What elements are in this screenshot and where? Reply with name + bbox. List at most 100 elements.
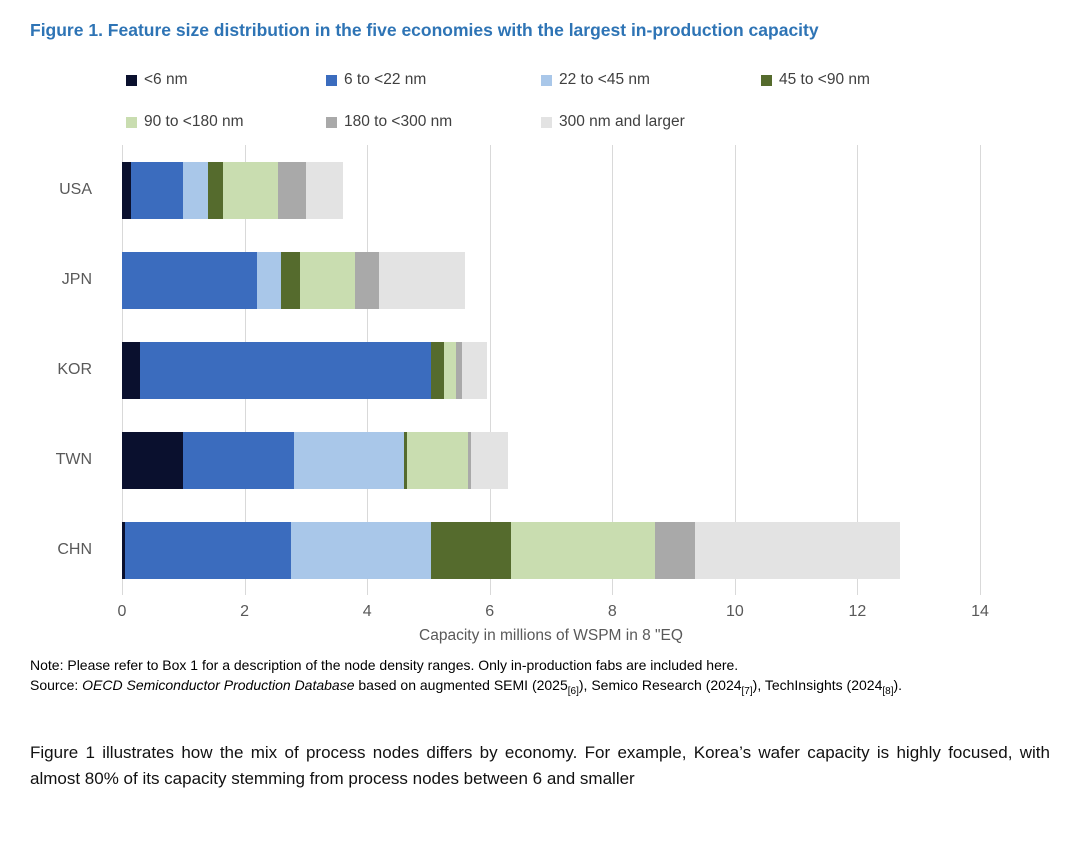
bar-segment xyxy=(468,431,472,489)
bar-row xyxy=(122,415,980,505)
bar-segment xyxy=(455,341,463,399)
bar-segment xyxy=(278,161,306,219)
body-paragraph: Figure 1 illustrates how the mix of proc… xyxy=(30,742,1050,788)
bar-track xyxy=(122,161,980,219)
figure-title: Figure 1. Feature size distribution in t… xyxy=(30,20,819,40)
legend-label: 300 nm and larger xyxy=(559,113,685,130)
bar-segment xyxy=(471,431,509,489)
bar-segment xyxy=(354,251,380,309)
bar-segment xyxy=(299,251,355,309)
bar-segment xyxy=(655,521,695,579)
y-axis-label: TWN xyxy=(55,451,92,468)
source-ref-8: [8] xyxy=(882,686,894,698)
gridline xyxy=(489,145,491,595)
legend-item: 22 to <45 nm xyxy=(541,71,761,89)
bar-row xyxy=(122,145,980,235)
legend-swatch-icon xyxy=(326,116,337,128)
legend-label: <6 nm xyxy=(144,71,188,88)
source-ref-6: [6] xyxy=(567,686,579,698)
bar-segment xyxy=(122,341,141,399)
source-ref-7: [7] xyxy=(741,686,753,698)
bar-row xyxy=(122,235,980,325)
bar-segment xyxy=(122,251,257,309)
legend-item: 6 to <22 nm xyxy=(326,71,541,89)
figure-notes: Note: Please refer to Box 1 for a descri… xyxy=(30,655,1050,700)
legend-item: 90 to <180 nm xyxy=(126,113,326,131)
bar-track xyxy=(122,431,980,489)
source-text: ), Semico Research (2024 xyxy=(578,677,742,694)
x-axis-tick-label: 8 xyxy=(607,603,617,620)
x-axis-tick-label: 2 xyxy=(240,603,250,620)
bar-segment xyxy=(281,251,300,309)
source-label: Source: xyxy=(30,677,83,694)
gridline xyxy=(857,145,859,595)
bar-segment xyxy=(379,251,466,309)
source-text: ). xyxy=(893,677,903,694)
legend-label: 22 to <45 nm xyxy=(559,71,650,88)
bar-track xyxy=(122,251,980,309)
bar-segment xyxy=(293,431,404,489)
legend-label: 45 to <90 nm xyxy=(779,71,870,88)
legend-swatch-icon xyxy=(126,74,137,86)
bar-segment xyxy=(256,251,282,309)
y-axis-label: CHN xyxy=(57,541,92,558)
bar-segment xyxy=(140,341,432,399)
y-axis-label: USA xyxy=(59,181,92,198)
source-text: ), TechInsights (2024 xyxy=(752,677,883,694)
source-database: OECD Semiconductor Production Database xyxy=(82,677,355,694)
chart-legend: <6 nm 6 to <22 nm 22 to <45 nm 45 to <90 nm… xyxy=(126,71,1050,131)
x-axis-tick-label: 6 xyxy=(485,603,495,620)
source-text: based on augmented SEMI (2025 xyxy=(354,677,568,694)
bar-segment xyxy=(223,161,279,219)
bar-segment xyxy=(122,161,132,219)
bar-track xyxy=(122,521,980,579)
bar-segment xyxy=(122,431,184,489)
bar-segment xyxy=(406,431,469,489)
x-axis-title: Capacity in millions of WSPM in 8 "EQ xyxy=(419,627,683,644)
legend-label: 90 to <180 nm xyxy=(144,113,244,130)
bar-row xyxy=(122,505,980,595)
bar-segment xyxy=(122,521,126,579)
bar-segment xyxy=(131,161,184,219)
bar-rows xyxy=(122,145,980,595)
legend-item: <6 nm xyxy=(126,71,326,89)
legend-item: 300 nm and larger xyxy=(541,113,761,131)
bar-segment xyxy=(443,341,456,399)
x-axis-tick-label: 12 xyxy=(848,603,867,620)
y-axis-label: JPN xyxy=(61,271,92,288)
legend-item: 45 to <90 nm xyxy=(761,71,981,89)
bar-segment xyxy=(511,521,656,579)
x-axis-tick-label: 14 xyxy=(971,603,989,620)
plot-area xyxy=(122,145,981,595)
x-axis-tick-label: 10 xyxy=(725,603,744,620)
legend-swatch-icon xyxy=(126,116,137,128)
document-page: Figure 1. Feature size distribution in t… xyxy=(30,20,1050,788)
x-axis-tick-label: 0 xyxy=(117,603,127,620)
x-axis-tick-label: 4 xyxy=(362,603,372,620)
bar-segment xyxy=(207,161,224,219)
bar-segment xyxy=(183,161,208,219)
legend-swatch-icon xyxy=(541,74,552,86)
gridline xyxy=(980,145,981,595)
bar-segment xyxy=(403,431,407,489)
legend-swatch-icon xyxy=(761,74,772,86)
y-axis-label: KOR xyxy=(57,361,92,378)
legend-item: 180 to <300 nm xyxy=(326,113,541,131)
plot-wrap: 0 2 4 6 8 10 12 14 Capacity in millions of WSPM… xyxy=(118,145,989,655)
legend-swatch-icon xyxy=(541,116,552,128)
y-axis-labels: USA JPN KOR TWN CHN xyxy=(30,145,122,655)
stacked-bar-chart: USA JPN KOR TWN CHN 0 2 4 6 8 10 12 14 Capacity in … xyxy=(30,145,1050,655)
bar-segment xyxy=(462,341,487,399)
bar-segment xyxy=(694,521,901,579)
legend-label: 6 to <22 nm xyxy=(344,71,427,88)
gridline xyxy=(612,145,614,595)
bar-segment xyxy=(305,161,343,219)
legend-swatch-icon xyxy=(326,74,337,86)
bar-segment xyxy=(431,341,444,399)
source-line: Source: OECD Semiconductor Production Da… xyxy=(30,675,1050,699)
bar-segment xyxy=(183,431,294,489)
bar-segment xyxy=(290,521,432,579)
note-line: Note: Please refer to Box 1 for a descri… xyxy=(30,657,739,673)
bar-segment xyxy=(125,521,291,579)
bar-track xyxy=(122,341,980,399)
